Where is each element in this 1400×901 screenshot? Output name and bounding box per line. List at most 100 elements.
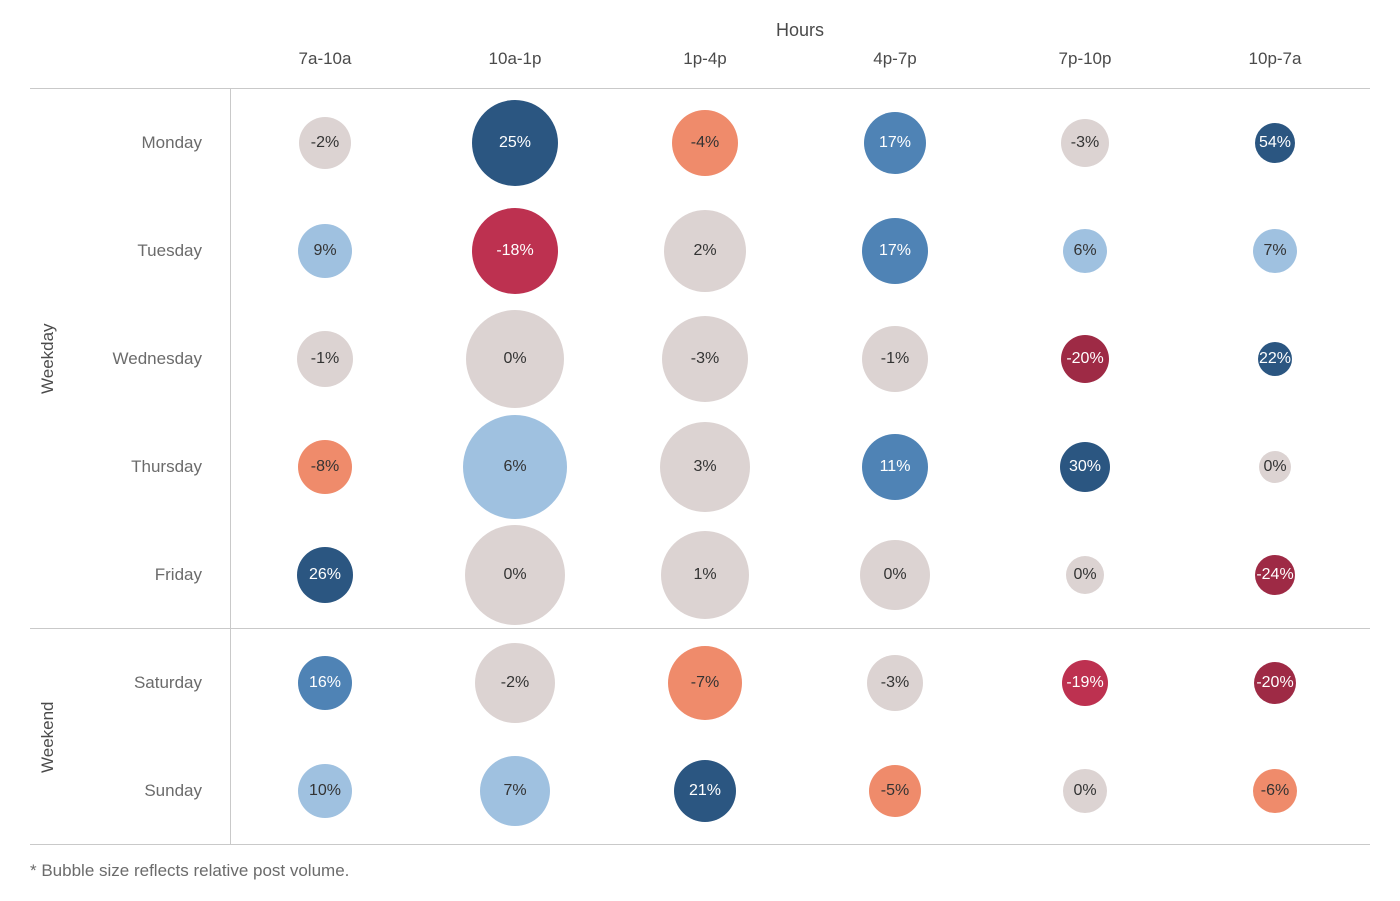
column-header: 10a-1p xyxy=(420,49,610,89)
bubble-value: 21% xyxy=(689,782,721,800)
bubble-value: -1% xyxy=(881,350,909,368)
row-label: Sunday xyxy=(70,737,230,845)
bubble-value: 0% xyxy=(1263,458,1286,476)
bubble-value: -7% xyxy=(691,674,719,692)
bubble-value: 11% xyxy=(880,458,911,476)
bubble-value: 0% xyxy=(883,566,906,584)
bubble-value: -19% xyxy=(1066,674,1103,692)
bubble: -20% xyxy=(1061,335,1109,383)
grid-rule-horizontal xyxy=(30,628,1370,629)
row-label: Monday xyxy=(70,89,230,197)
bubble: 1% xyxy=(661,531,749,619)
bubble-cell: 0% xyxy=(1180,413,1370,521)
column-header: 10p-7a xyxy=(1180,49,1370,89)
bubble-value: -1% xyxy=(311,350,339,368)
bubble: 17% xyxy=(862,218,928,284)
bubble: -8% xyxy=(298,440,352,494)
group-label: Weekend xyxy=(38,629,58,845)
chart-axis-title: Hours xyxy=(30,20,1370,41)
bubble-cell: -2% xyxy=(230,89,420,197)
bubble-cell: 0% xyxy=(990,521,1180,629)
bubble-cell: 2% xyxy=(610,197,800,305)
bubble: 2% xyxy=(664,210,746,292)
bubble: 0% xyxy=(465,525,565,625)
bubble-cell: -19% xyxy=(990,629,1180,737)
bubble: -1% xyxy=(297,331,353,387)
bubble-value: -2% xyxy=(501,674,529,692)
bubble-value: 10% xyxy=(309,782,341,800)
bubble-cell: 1% xyxy=(610,521,800,629)
bubble: 9% xyxy=(298,224,352,278)
bubble: 10% xyxy=(298,764,352,818)
bubble-value: -5% xyxy=(881,782,909,800)
bubble-value: 2% xyxy=(693,242,716,260)
bubble: 6% xyxy=(463,415,567,519)
chart-footnote: * Bubble size reflects relative post vol… xyxy=(30,861,1370,881)
bubble-value: -20% xyxy=(1066,350,1103,368)
bubble-cell: 7% xyxy=(1180,197,1370,305)
bubble: -6% xyxy=(1253,769,1297,813)
bubble-value: 0% xyxy=(503,566,526,584)
bubble-value: 3% xyxy=(693,458,716,476)
bubble: -1% xyxy=(862,326,928,392)
bubble-cell: 6% xyxy=(420,413,610,521)
bubble-cell: 0% xyxy=(800,521,990,629)
bubble-cell: 0% xyxy=(420,521,610,629)
bubble: -18% xyxy=(472,208,558,294)
bubble-cell: -4% xyxy=(610,89,800,197)
bubble: 16% xyxy=(298,656,352,710)
bubble-cell: -3% xyxy=(610,305,800,413)
bubble: -5% xyxy=(869,765,921,817)
bubble-cell: 30% xyxy=(990,413,1180,521)
bubble-cell: -5% xyxy=(800,737,990,845)
group-label: Weekday xyxy=(38,89,58,629)
bubble-cell: 7% xyxy=(420,737,610,845)
bubble-cell: 22% xyxy=(1180,305,1370,413)
bubble: -19% xyxy=(1062,660,1108,706)
bubble: 0% xyxy=(1066,556,1104,594)
bubble-cell: -1% xyxy=(230,305,420,413)
bubble: -24% xyxy=(1255,555,1295,595)
bubble-cell: -8% xyxy=(230,413,420,521)
bubble-value: -4% xyxy=(691,134,719,152)
bubble: -3% xyxy=(662,316,748,402)
bubble-value: 1% xyxy=(693,566,716,584)
bubble-cell: 17% xyxy=(800,197,990,305)
bubble: 6% xyxy=(1063,229,1107,273)
bubble: 26% xyxy=(297,547,353,603)
bubble-cell: 3% xyxy=(610,413,800,521)
bubble-cell: -3% xyxy=(990,89,1180,197)
bubble-cell: -18% xyxy=(420,197,610,305)
bubble-value: 0% xyxy=(503,350,526,368)
bubble-cell: 0% xyxy=(420,305,610,413)
bubble-value: 26% xyxy=(309,566,341,584)
bubble-value: 0% xyxy=(1073,782,1096,800)
bubble: 0% xyxy=(1259,451,1291,483)
bubble-value: 9% xyxy=(313,242,336,260)
bubble-cell: 25% xyxy=(420,89,610,197)
bubble-value: 22% xyxy=(1259,350,1291,368)
bubble-value: -20% xyxy=(1256,674,1293,692)
bubble-value: -18% xyxy=(496,242,533,260)
bubble-value: 17% xyxy=(879,134,911,152)
bubble-value: -6% xyxy=(1261,782,1289,800)
bubble-cell: -24% xyxy=(1180,521,1370,629)
bubble: 3% xyxy=(660,422,750,512)
chart-grid: 7a-10a10a-1p1p-4p4p-7p7p-10p10p-7aMonday… xyxy=(30,49,1370,845)
bubble-cell: 9% xyxy=(230,197,420,305)
column-header: 4p-7p xyxy=(800,49,990,89)
bubble-value: -3% xyxy=(691,350,719,368)
column-header: 7a-10a xyxy=(230,49,420,89)
bubble: -2% xyxy=(299,117,351,169)
row-label: Saturday xyxy=(70,629,230,737)
bubble-cell: 6% xyxy=(990,197,1180,305)
corner-cell xyxy=(30,49,70,89)
bubble-cell: 11% xyxy=(800,413,990,521)
bubble: 22% xyxy=(1258,342,1292,376)
bubble: -3% xyxy=(867,655,923,711)
bubble-value: 30% xyxy=(1069,458,1101,476)
bubble: -7% xyxy=(668,646,742,720)
bubble: 17% xyxy=(864,112,926,174)
bubble-cell: -20% xyxy=(1180,629,1370,737)
bubble-value: 25% xyxy=(499,134,531,152)
